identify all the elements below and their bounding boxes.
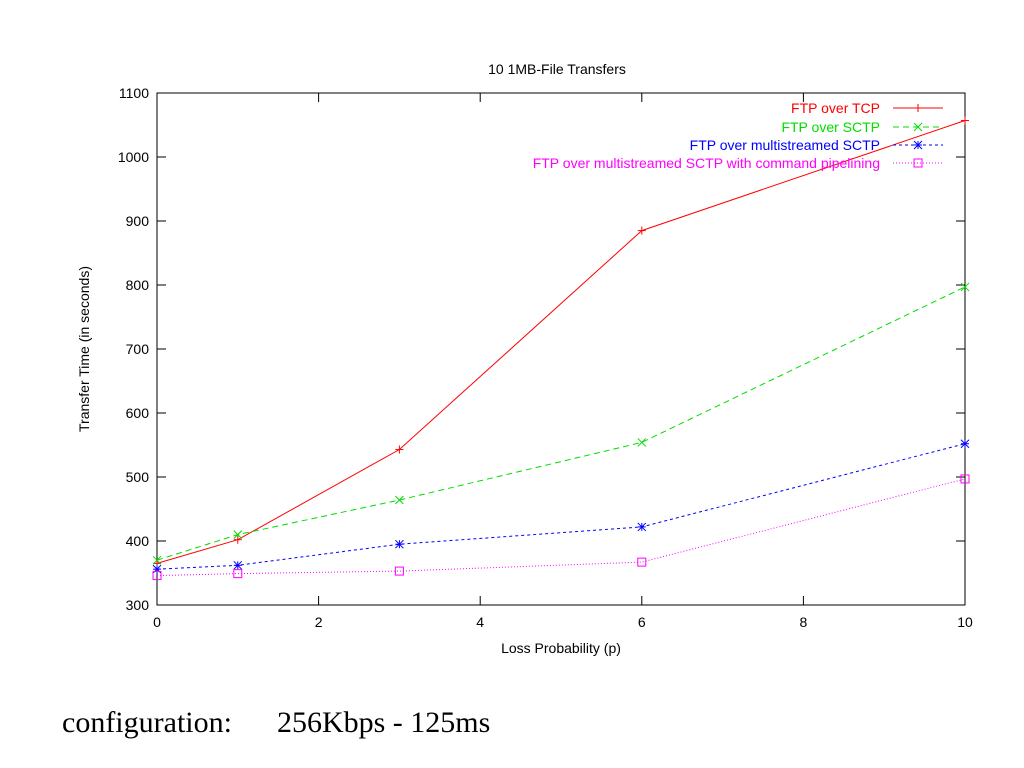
y-tick-label: 900: [126, 213, 150, 229]
star-marker: [395, 539, 404, 549]
y-tick-label: 700: [126, 341, 150, 357]
square-marker: [233, 569, 243, 579]
cross-marker: [960, 282, 970, 292]
x-axis-title: Loss Probability (p): [501, 640, 621, 656]
series-layer: [152, 116, 970, 581]
legend-label: FTP over multistreamed SCTP with command…: [533, 155, 880, 171]
y-tick-label: 800: [126, 277, 150, 293]
legend-label: FTP over multistreamed SCTP: [690, 137, 880, 153]
configuration-caption: configuration: 256Kbps - 125ms: [62, 706, 490, 740]
star-marker: [637, 522, 647, 532]
x-tick-label: 10: [957, 614, 973, 630]
y-tick-label: 1100: [119, 85, 149, 101]
square-marker: [637, 557, 647, 567]
y-tick-label: 300: [126, 597, 150, 613]
cross-marker: [152, 555, 162, 565]
configuration-label: configuration:: [62, 706, 232, 739]
star-marker: [960, 439, 970, 449]
x-tick-label: 2: [315, 614, 323, 630]
series-line: [156, 478, 966, 577]
y-tick-label: 600: [126, 405, 150, 421]
square-marker: [960, 474, 970, 484]
configuration-value: 256Kbps - 125ms: [276, 706, 491, 739]
series-line: [156, 443, 966, 570]
chart-title: 10 1MB-File Transfers: [488, 61, 626, 77]
series-3: [152, 439, 970, 574]
star-marker: [913, 140, 923, 150]
cross-marker: [395, 495, 404, 505]
plus-marker: [961, 116, 969, 125]
square-marker: [152, 571, 162, 581]
y-tick-label: 500: [126, 469, 150, 485]
plus-marker: [914, 104, 922, 112]
square-marker: [913, 158, 923, 168]
legend-entry: FTP over TCP: [791, 100, 943, 116]
series-line: [156, 286, 966, 561]
legend-label: FTP over TCP: [791, 100, 880, 116]
series-1: [153, 116, 969, 568]
legend-entry: FTP over multistreamed SCTP with command…: [533, 155, 943, 171]
legend-entry: FTP over SCTP: [781, 119, 943, 135]
x-tick-label: 6: [638, 614, 646, 630]
plus-marker: [233, 535, 242, 544]
legend-entry: FTP over multistreamed SCTP: [690, 137, 943, 153]
y-tick-label: 1000: [118, 149, 149, 165]
legend-label: FTP over SCTP: [781, 119, 880, 135]
x-tick-label: 0: [153, 614, 161, 630]
plus-marker: [637, 226, 646, 235]
tick-labels: 300 400 500 600 700 800 900 1000 1100 0 2 4 6 8 10: [118, 85, 973, 630]
cross-marker: [637, 438, 647, 447]
y-tick-label: 400: [126, 533, 150, 549]
series-2: [152, 282, 970, 565]
legend: FTP over TCP FTP over SCTP FTP over multis…: [533, 100, 943, 171]
x-tick-label: 8: [800, 614, 808, 630]
series-line: [156, 120, 966, 564]
cross-marker: [233, 530, 243, 539]
cross-marker: [913, 122, 923, 132]
x-tick-label: 4: [476, 614, 484, 630]
plus-marker: [395, 445, 404, 454]
square-marker: [394, 566, 404, 576]
y-axis-title: Transfer Time (in seconds): [76, 266, 92, 432]
series-4: [152, 474, 970, 581]
star-marker: [233, 560, 243, 570]
